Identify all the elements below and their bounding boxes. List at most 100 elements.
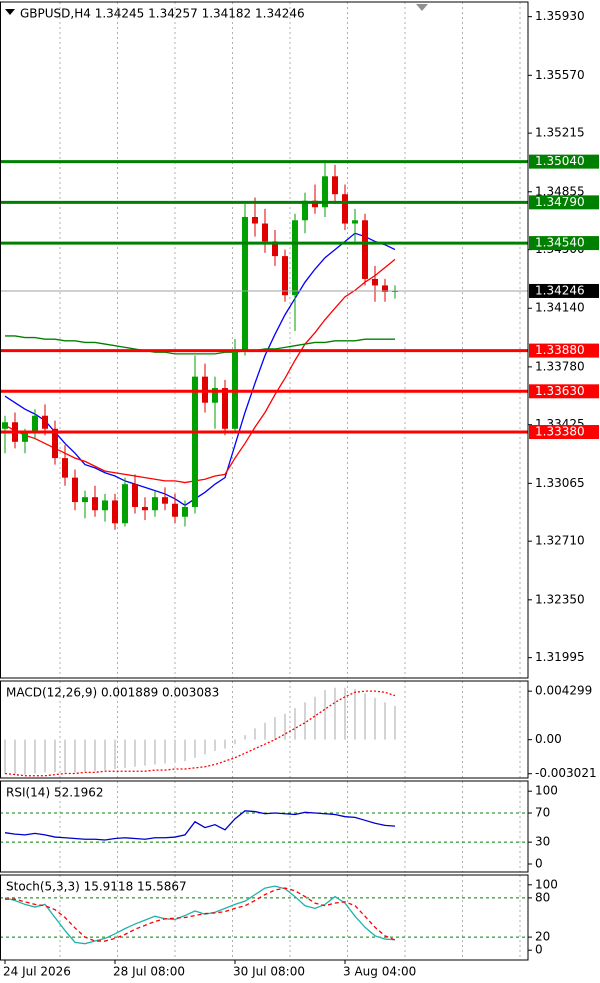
shift-marker [416, 4, 428, 11]
candle-body [102, 500, 108, 511]
y-tick-label: 1.34855 [535, 184, 585, 198]
y-tick-label: 100 [535, 784, 558, 798]
y-tick-label: 1.32710 [535, 534, 585, 548]
candle-body [122, 484, 128, 524]
price-level-label: 1.33380 [535, 425, 585, 439]
candle-body [202, 376, 208, 403]
candle-body [292, 220, 298, 296]
y-tick-label: 100 [535, 877, 558, 891]
y-tick-label: -0.003021 [535, 766, 597, 780]
candle-body [312, 200, 318, 208]
candle-body [62, 458, 68, 478]
price-level-label: 1.34540 [535, 236, 585, 250]
y-tick-label: 20 [535, 930, 550, 944]
candle-body [142, 506, 148, 511]
indicator-line [4, 885, 396, 945]
candle-body [182, 506, 188, 517]
indicator-line [4, 810, 396, 841]
y-tick-label: 1.33780 [535, 359, 585, 373]
panel-frame [0, 874, 529, 961]
candle-body [352, 220, 358, 224]
panel-frame [0, 780, 529, 873]
y-tick-label: 1.35930 [535, 9, 585, 23]
x-tick-label: 30 Jul 08:00 [233, 965, 305, 979]
candle-body [72, 477, 78, 503]
candle-body [382, 285, 388, 292]
panel: 0.004299 0.00 -0.003021 MACD(12,26,9) 0.001… [0, 680, 597, 780]
candle-body [232, 350, 238, 429]
candle-body [92, 497, 98, 511]
candle-body [332, 176, 338, 195]
y-tick-label: 0 [535, 943, 543, 957]
indicator-line [5, 887, 396, 942]
indicator-line [4, 258, 396, 484]
y-tick-label: 1.32350 [535, 592, 585, 606]
candle-body [172, 503, 178, 517]
indicator-line [4, 232, 396, 507]
y-tick-label: 1.35215 [535, 126, 585, 140]
x-tick-label: 24 Jul 2026 [3, 965, 71, 979]
candle-body [2, 422, 8, 429]
price-level-tag [529, 195, 599, 210]
candle-body [262, 223, 268, 242]
candle-body [192, 376, 198, 507]
vertical-grid [59, 2, 521, 960]
price-level-label: 1.34790 [535, 195, 585, 209]
y-tick-label: 0 [535, 856, 543, 870]
panel-title: MACD(12,26,9) 0.001889 0.003083 [6, 686, 219, 700]
candle-body [372, 278, 378, 286]
last-price-tag [529, 283, 599, 298]
candle-body [42, 415, 48, 429]
y-tick-label: 30 [535, 835, 550, 849]
last-price-label: 1.34246 [535, 283, 585, 297]
candle-body [132, 484, 138, 507]
y-tick-label: 0.00 [535, 732, 562, 746]
candle-body [342, 194, 348, 224]
price-level-tag [529, 384, 599, 399]
candle-body [242, 217, 248, 351]
candle-body [52, 428, 58, 459]
candle-body [252, 217, 258, 224]
menu-triangle [5, 9, 15, 15]
y-tick-label: 0.004299 [535, 684, 592, 698]
x-tick-label: 3 Aug 04:00 [343, 965, 416, 979]
candle-body [212, 388, 218, 403]
price-level-tag [529, 343, 599, 358]
candle-body [32, 415, 38, 433]
candle-body [322, 176, 328, 208]
y-tick-label: 1.31995 [535, 650, 585, 664]
panel-frame [0, 680, 529, 779]
price-level-label: 1.35040 [535, 154, 585, 168]
candle-body [362, 220, 368, 279]
panel-title: RSI(14) 52.1962 [6, 786, 104, 800]
candle-body [272, 241, 278, 257]
price-level-tag [529, 154, 599, 169]
y-tick-label: 1.35570 [535, 68, 585, 82]
y-tick-label: 1.34140 [535, 301, 585, 315]
candle-body [162, 497, 168, 504]
x-tick-label: 28 Jul 08:00 [113, 965, 185, 979]
panel-title: Stoch(5,3,3) 15.9118 15.5867 [6, 880, 187, 894]
candle-body [302, 200, 308, 221]
candle-body [222, 388, 228, 429]
price-level-label: 1.33630 [535, 384, 585, 398]
candle-body [22, 432, 28, 442]
indicator-line [5, 335, 395, 355]
candle-body [82, 497, 88, 503]
candle-body [112, 500, 118, 524]
panel: 100 70 30 0 RSI(14) 52.1962 [0, 780, 558, 873]
panel-frame [0, 1, 529, 679]
panel-title: GBPUSD,H4 1.34245 1.34257 1.34182 1.3424… [20, 7, 305, 21]
indicator-line [4, 690, 396, 777]
y-tick-label: 80 [535, 890, 550, 904]
price-level-label: 1.33880 [535, 343, 585, 357]
candle-body [152, 497, 158, 511]
price-level-tag [529, 425, 599, 440]
y-tick-label: 1.33065 [535, 476, 585, 490]
price-level-tag [529, 236, 599, 251]
